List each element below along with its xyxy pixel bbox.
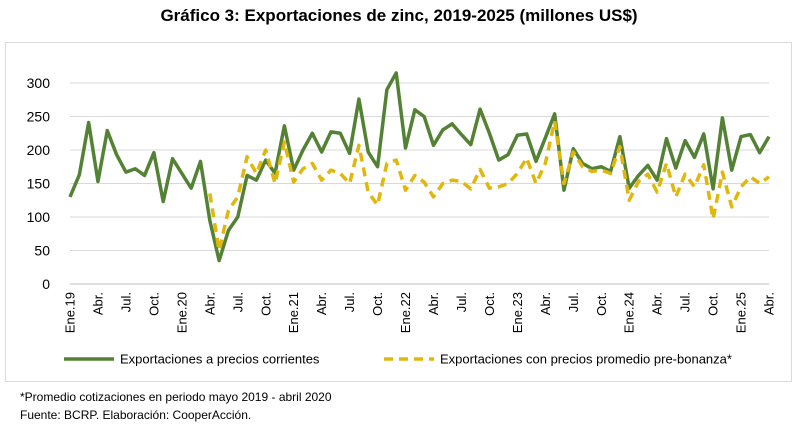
legend: Exportaciones a precios corrientes Export… <box>64 352 732 367</box>
x-tick-label: Ene.21 <box>286 292 301 333</box>
x-tick-label: Oct. <box>482 292 497 316</box>
x-tick-label: Oct. <box>146 292 161 316</box>
y-axis-ticks: 0 50 100 150 200 250 300 <box>27 75 51 292</box>
legend-label: Exportaciones a precios corrientes <box>120 352 320 367</box>
x-tick-label: Abr. <box>426 292 441 315</box>
x-tick-label: Oct. <box>370 292 385 316</box>
x-tick-label: Abr. <box>762 292 777 315</box>
x-tick-label: Jul. <box>454 292 469 312</box>
x-axis: Ene.19 Abr. Jul. Oct. Ene.20 Abr. Jul. Oct. Ene.… <box>63 283 777 333</box>
x-tick-label: Ene.20 <box>174 292 189 333</box>
x-tick-label: Jul. <box>678 292 693 312</box>
x-tick-label: Abr. <box>202 292 217 315</box>
x-tick-label: Ene.19 <box>63 292 78 333</box>
x-tick-label: Ene.25 <box>734 292 749 333</box>
x-tick-label: Oct. <box>258 292 273 316</box>
x-tick-label: Abr. <box>538 292 553 315</box>
x-tick-label: Ene.24 <box>622 292 637 333</box>
x-tick-label: Jul. <box>566 292 581 312</box>
chart-notes: *Promedio cotizaciones en periodo mayo 2… <box>20 388 332 424</box>
x-tick-label: Abr. <box>314 292 329 315</box>
y-tick-label: 0 <box>42 276 50 292</box>
y-tick-label: 250 <box>27 109 51 125</box>
series-lines <box>68 71 771 263</box>
x-tick-label: Oct. <box>706 292 721 316</box>
chart-title: Gráfico 3: Exportaciones de zinc, 2019-2… <box>160 6 638 25</box>
y-tick-label: 100 <box>27 209 51 225</box>
x-tick-label: Jul. <box>230 292 245 312</box>
source-note: Fuente: BCRP. Elaboración: CooperAcción. <box>20 408 252 422</box>
x-tick-label: Abr. <box>650 292 665 315</box>
y-tick-label: 200 <box>27 142 51 158</box>
legend-label: Exportaciones con precios promedio pre-b… <box>440 352 732 367</box>
x-tick-label: Abr. <box>91 292 106 315</box>
series-line-2 <box>208 119 771 253</box>
y-tick-label: 300 <box>27 75 51 91</box>
chart-frame: 0 50 100 150 200 250 300 Ene.19 Abr. Jul. Oct. Ene… <box>5 42 792 382</box>
x-tick-label: Jul. <box>342 292 357 312</box>
y-tick-label: 50 <box>34 243 50 259</box>
series-line-1 <box>68 71 771 263</box>
x-tick-label: Oct. <box>594 292 609 316</box>
y-tick-label: 150 <box>27 176 51 192</box>
x-tick-label: Jul. <box>118 292 133 312</box>
x-tick-label: Ene.23 <box>510 292 525 333</box>
footnote: *Promedio cotizaciones en periodo mayo 2… <box>20 390 332 404</box>
x-tick-label: Ene.22 <box>398 292 413 333</box>
